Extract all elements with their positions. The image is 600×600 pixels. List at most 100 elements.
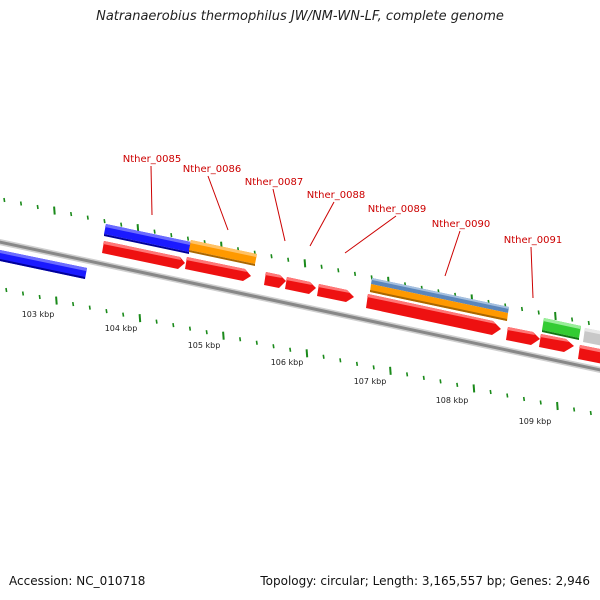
inner-ring-major-tick bbox=[55, 296, 58, 305]
inner-ring-major-tick bbox=[472, 384, 476, 393]
inner-ring-minor-tick bbox=[489, 389, 492, 395]
outer-ring-minor-tick bbox=[587, 320, 590, 326]
gene-arrow-red-5[interactable] bbox=[317, 284, 354, 302]
outer-ring-minor-tick bbox=[287, 257, 290, 262]
inner-ring-minor-tick bbox=[506, 393, 509, 398]
topology-summary: Topology: circular; Length: 3,165,557 bp… bbox=[260, 574, 590, 588]
gene-arrow-red-6[interactable] bbox=[366, 294, 501, 335]
outer-ring-minor-tick bbox=[270, 254, 273, 259]
inner-ring-minor-tick bbox=[422, 375, 425, 381]
kbp-label-105: 105 kbp bbox=[188, 341, 221, 350]
gene-arrow-red-3[interactable] bbox=[264, 272, 286, 288]
map-title: Natranaerobius thermophilus JW/NM-WN-LF,… bbox=[96, 9, 504, 24]
inner-ring-minor-tick bbox=[5, 287, 8, 293]
outer-ring-minor-tick bbox=[571, 317, 574, 322]
kbp-label-106: 106 kbp bbox=[271, 358, 304, 367]
gene-arrow-red-2[interactable] bbox=[185, 257, 251, 281]
forward-strand-features bbox=[104, 224, 600, 346]
inner-ring-minor-tick bbox=[155, 319, 158, 324]
gene-feature-blue-left[interactable] bbox=[0, 249, 87, 279]
gene-arrow-red-4[interactable] bbox=[285, 277, 316, 294]
inner-ring-minor-tick bbox=[21, 291, 25, 296]
inner-ring-minor-tick bbox=[406, 372, 409, 377]
inner-ring-minor-tick bbox=[539, 400, 542, 405]
gene-feature-steelblue-0090[interactable] bbox=[371, 278, 509, 313]
gene-feature-orange-0090[interactable] bbox=[370, 284, 508, 321]
gene-label-nther-0087[interactable]: Nther_0087 bbox=[245, 177, 303, 188]
inner-ring-minor-tick bbox=[439, 379, 442, 384]
inner-ring-minor-tick bbox=[188, 326, 192, 331]
inner-ring-minor-tick bbox=[372, 365, 375, 370]
gene-feature-green[interactable] bbox=[542, 318, 581, 340]
gene-feature-orange-0086[interactable] bbox=[189, 240, 257, 266]
outer-ring-minor-tick bbox=[337, 268, 340, 273]
inner-tick-ring bbox=[5, 287, 592, 416]
outer-ring-major-tick bbox=[53, 206, 56, 215]
kbp-label-109: 109 kbp bbox=[519, 417, 552, 426]
inner-ring-minor-tick bbox=[255, 340, 258, 345]
gene-arrow-red-8[interactable] bbox=[539, 334, 574, 352]
outer-ring-minor-tick bbox=[120, 222, 123, 227]
outer-ring-minor-tick bbox=[186, 236, 190, 241]
gene-arrow-red-1[interactable] bbox=[102, 241, 185, 269]
inner-ring-minor-tick bbox=[573, 407, 576, 412]
outer-ring-major-tick bbox=[554, 311, 557, 321]
inner-ring-minor-tick bbox=[456, 382, 459, 388]
gene-feature-grey[interactable] bbox=[583, 328, 600, 346]
inner-ring-minor-tick bbox=[355, 361, 359, 366]
gene-label-nther-0091[interactable]: Nther_0091 bbox=[504, 235, 562, 246]
inner-ring-minor-tick bbox=[38, 294, 41, 300]
outer-ring-major-tick bbox=[303, 259, 307, 268]
outer-ring-minor-tick bbox=[170, 233, 173, 238]
inner-ring-minor-tick bbox=[205, 330, 208, 335]
outer-ring-minor-tick bbox=[103, 218, 106, 224]
outer-ring-minor-tick bbox=[537, 310, 540, 315]
accession-label: Accession: NC_010718 bbox=[9, 574, 146, 588]
gene-arrow-red-7[interactable] bbox=[506, 327, 540, 345]
inner-ring-minor-tick bbox=[72, 301, 75, 307]
gene-label-nther-0090[interactable]: Nther_0090 bbox=[432, 219, 490, 230]
inner-ring-minor-tick bbox=[322, 354, 325, 359]
kbp-label-108: 108 kbp bbox=[436, 396, 469, 405]
gene-label-nther-0088[interactable]: Nther_0088 bbox=[307, 190, 365, 201]
inner-ring-minor-tick bbox=[289, 347, 292, 352]
kbp-label-103: 103 kbp bbox=[22, 310, 55, 319]
outer-ring-minor-tick bbox=[70, 211, 73, 217]
inner-ring-major-tick bbox=[138, 314, 142, 323]
outer-ring-minor-tick bbox=[353, 271, 357, 276]
outer-ring-minor-tick bbox=[36, 204, 39, 210]
inner-ring-major-tick bbox=[222, 331, 225, 340]
outer-ring-minor-tick bbox=[19, 201, 23, 206]
inner-ring-minor-tick bbox=[105, 308, 108, 314]
gene-labels: Nther_0085 Nther_0086 Nther_0087 Nther_0… bbox=[123, 154, 562, 246]
inner-ring-minor-tick bbox=[172, 323, 175, 328]
gene-feature-blue-0085[interactable] bbox=[104, 224, 191, 254]
inner-ring-minor-tick bbox=[88, 305, 91, 310]
outer-ring-minor-tick bbox=[520, 306, 524, 312]
inner-ring-minor-tick bbox=[272, 344, 275, 349]
outer-ring-minor-tick bbox=[320, 264, 323, 269]
outer-ring-minor-tick bbox=[3, 197, 6, 203]
inner-ring-major-tick bbox=[305, 349, 309, 358]
gene-label-leaders bbox=[150, 165, 534, 299]
gene-arrow-red-9[interactable] bbox=[578, 345, 600, 364]
outer-ring-minor-tick bbox=[86, 215, 89, 220]
gene-label-nther-0085[interactable]: Nther_0085 bbox=[123, 154, 181, 165]
inner-ring-minor-tick bbox=[522, 396, 526, 402]
kbp-label-104: 104 kbp bbox=[105, 324, 138, 333]
inner-ring-major-tick bbox=[389, 366, 392, 375]
reverse-strand-features bbox=[0, 241, 600, 364]
inner-ring-minor-tick bbox=[122, 312, 125, 317]
gene-label-nther-0089[interactable]: Nther_0089 bbox=[368, 204, 426, 215]
kbp-labels: 103 kbp 104 kbp 105 kbp 106 kbp 107 kbp … bbox=[22, 310, 552, 426]
genome-backbone bbox=[0, 239, 600, 373]
inner-ring-minor-tick bbox=[239, 337, 242, 342]
outer-ring-major-tick bbox=[136, 224, 140, 233]
gene-label-nther-0086[interactable]: Nther_0086 bbox=[183, 164, 241, 175]
kbp-label-107: 107 kbp bbox=[354, 377, 387, 386]
outer-ring-minor-tick bbox=[153, 229, 156, 234]
inner-ring-minor-tick bbox=[589, 410, 592, 416]
inner-ring-major-tick bbox=[556, 401, 559, 411]
